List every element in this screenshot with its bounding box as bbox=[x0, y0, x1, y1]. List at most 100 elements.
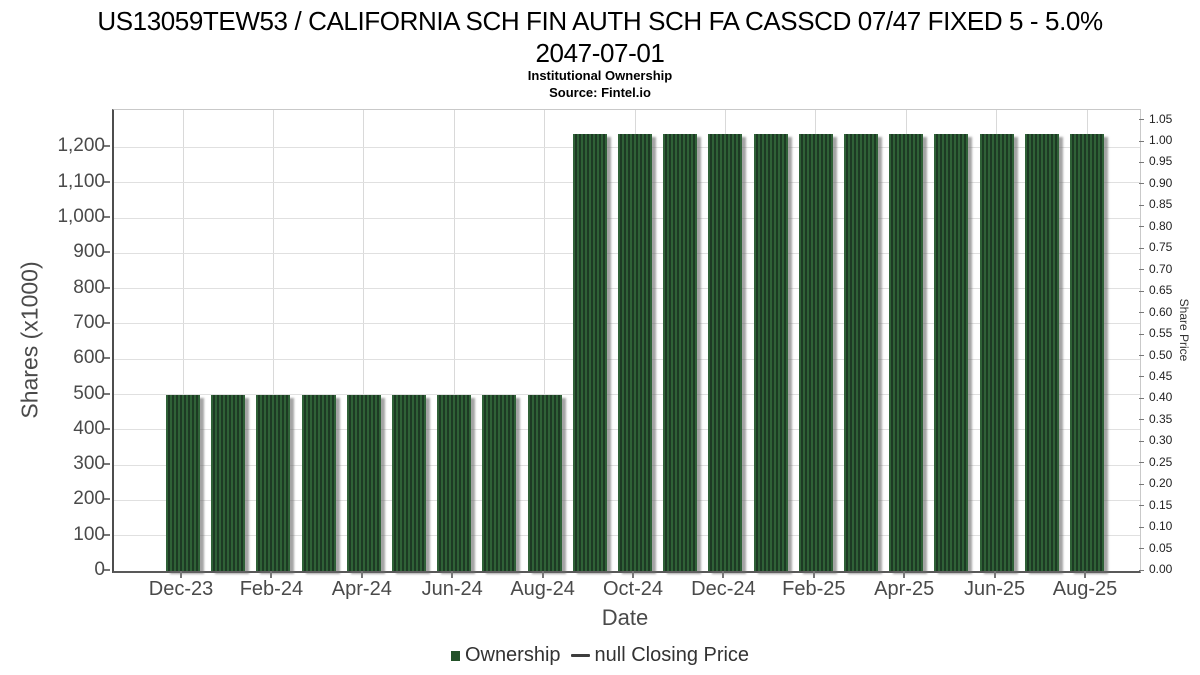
ownership-series-swatch-icon bbox=[450, 650, 460, 661]
y-axis-title-right: Share Price bbox=[1177, 298, 1191, 362]
y-right-tick-mark bbox=[1139, 440, 1144, 442]
x-axis-tick-mark bbox=[180, 571, 182, 578]
x-axis-title: Date bbox=[601, 605, 649, 630]
y-left-tick-mark bbox=[104, 321, 110, 324]
y-left-tick-mark bbox=[104, 216, 110, 218]
y-right-tick-mark bbox=[1139, 161, 1144, 163]
ownership-bar[interactable] bbox=[618, 134, 652, 571]
chart-source: Source: Fintel.io bbox=[549, 85, 651, 100]
y-right-tick-mark bbox=[1139, 247, 1144, 249]
y-left-tick-label: 800 bbox=[73, 276, 105, 298]
x-tick-label: Feb-24 bbox=[239, 578, 304, 600]
y-right-tick-label: 0.90 bbox=[1149, 175, 1173, 190]
x-tick-label: Dec-24 bbox=[691, 578, 756, 600]
x-axis-tick-mark bbox=[360, 571, 363, 578]
ownership-bar[interactable] bbox=[211, 394, 246, 571]
y-right-tick-label: 0.85 bbox=[1149, 197, 1173, 212]
y-left-tick-label: 300 bbox=[73, 453, 105, 475]
ownership-bar[interactable] bbox=[844, 134, 878, 571]
ownership-bar[interactable] bbox=[1070, 134, 1104, 571]
ownership-bar[interactable] bbox=[256, 394, 291, 571]
x-tick-label: Feb-25 bbox=[782, 578, 846, 600]
y-right-tick-mark bbox=[1139, 355, 1144, 356]
y-right-tick-label: 0.45 bbox=[1149, 368, 1173, 383]
ownership-bar[interactable] bbox=[708, 134, 743, 571]
closing-price-line-swatch-icon bbox=[570, 654, 590, 657]
x-tick-label: Apr-25 bbox=[874, 578, 935, 600]
ownership-bar[interactable] bbox=[301, 394, 336, 571]
y-left-tick-mark bbox=[104, 427, 110, 430]
x-axis-tick-mark bbox=[993, 571, 996, 578]
y-right-tick-mark bbox=[1139, 333, 1144, 335]
y-right-tick-mark bbox=[1139, 119, 1144, 121]
y-left-tick-mark bbox=[104, 463, 110, 466]
y-left-tick-mark bbox=[104, 251, 110, 254]
y-right-tick-mark bbox=[1139, 226, 1144, 228]
x-tick-label: Jun-25 bbox=[964, 578, 1026, 600]
y-left-tick-label: 500 bbox=[73, 382, 105, 404]
y-left-tick-mark bbox=[104, 357, 110, 360]
ownership-bar[interactable] bbox=[663, 134, 698, 571]
y-right-tick-mark bbox=[1139, 483, 1144, 485]
ownership-bar[interactable] bbox=[798, 134, 833, 571]
ownership-bar[interactable] bbox=[979, 134, 1014, 571]
y-left-tick-label: 400 bbox=[73, 417, 105, 439]
y-right-tick-label: 0.75 bbox=[1149, 240, 1173, 255]
y-left-tick-mark bbox=[104, 286, 110, 289]
ownership-bar[interactable] bbox=[392, 394, 426, 571]
y-right-tick-label: 0.70 bbox=[1149, 261, 1173, 276]
y-right-tick-mark bbox=[1139, 204, 1144, 206]
v-gridline bbox=[363, 110, 365, 571]
y-left-tick-label: 1,200 bbox=[57, 135, 105, 157]
y-left-tick-label: 0 bbox=[94, 559, 105, 580]
y-right-tick-mark bbox=[1139, 312, 1144, 314]
ownership-bar[interactable] bbox=[934, 134, 969, 571]
y-right-tick-label: 0.80 bbox=[1149, 218, 1173, 233]
y-right-tick-mark bbox=[1139, 290, 1144, 292]
ownership-bar[interactable] bbox=[1024, 134, 1059, 571]
x-axis-tick-mark bbox=[451, 571, 454, 578]
ownership-bar[interactable] bbox=[572, 134, 607, 571]
y-right-tick-label: 0.65 bbox=[1149, 283, 1173, 298]
x-axis-tick-mark bbox=[722, 571, 725, 578]
y-right-tick-label: 0.95 bbox=[1149, 154, 1173, 169]
x-axis-tick-mark bbox=[1084, 571, 1086, 578]
legend-label-ownership: Ownership bbox=[464, 644, 561, 666]
y-right-tick-mark bbox=[1139, 419, 1144, 421]
y-right-tick-mark bbox=[1139, 548, 1144, 550]
y-left-tick-label: 100 bbox=[73, 523, 105, 545]
ownership-bar[interactable] bbox=[166, 394, 200, 571]
ownership-bar[interactable] bbox=[527, 394, 562, 571]
y-left-tick-mark bbox=[104, 533, 110, 536]
y-right-tick-label: 0.50 bbox=[1149, 347, 1173, 362]
legend-label-closing-price: null Closing Price bbox=[594, 644, 750, 666]
y-right-tick-mark bbox=[1139, 462, 1144, 464]
y-right-tick-label: 0.40 bbox=[1149, 390, 1173, 405]
ownership-bar[interactable] bbox=[753, 134, 788, 571]
x-axis-tick-mark bbox=[541, 571, 544, 578]
y-right-tick-mark bbox=[1139, 526, 1144, 528]
y-left-tick-mark bbox=[104, 392, 110, 395]
chart-subtitle: Institutional Ownership bbox=[527, 68, 673, 83]
legend-item-ownership[interactable]: Ownership bbox=[450, 644, 561, 667]
x-tick-label: Apr-24 bbox=[331, 578, 392, 600]
x-tick-label: Jun-24 bbox=[421, 578, 483, 600]
y-left-tick-label: 1,000 bbox=[57, 206, 105, 227]
chart-legend: Ownership null Closing Price bbox=[0, 644, 1200, 667]
chart-title-line1: US13059TEW53 / CALIFORNIA SCH FIN AUTH S… bbox=[97, 6, 1103, 36]
v-gridline bbox=[544, 110, 546, 571]
y-right-tick-mark bbox=[1139, 140, 1144, 142]
y-left-tick-mark bbox=[104, 498, 110, 501]
ownership-bar[interactable] bbox=[346, 394, 381, 571]
y-right-tick-label: 1.00 bbox=[1149, 133, 1173, 147]
y-right-tick-mark bbox=[1139, 376, 1144, 378]
y-left-tick-label: 600 bbox=[73, 347, 105, 369]
ownership-bar[interactable] bbox=[889, 134, 924, 571]
x-tick-label: Aug-24 bbox=[510, 578, 575, 600]
y-right-tick-label: 0.00 bbox=[1149, 562, 1173, 576]
ownership-bar[interactable] bbox=[482, 394, 517, 571]
chart-title-line2: 2047-07-01 bbox=[535, 38, 665, 68]
x-tick-label: Oct-24 bbox=[602, 578, 664, 600]
legend-item-closing-price[interactable]: null Closing Price bbox=[570, 644, 750, 667]
ownership-bar[interactable] bbox=[437, 394, 472, 571]
